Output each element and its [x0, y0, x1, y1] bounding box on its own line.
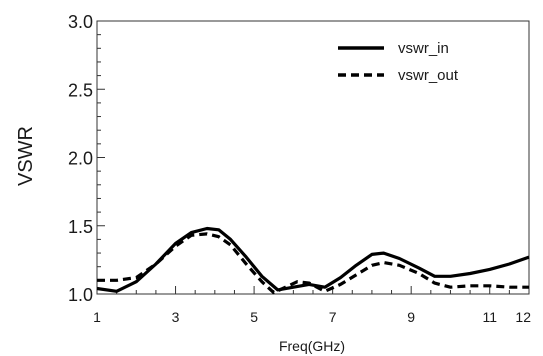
plot-area: [96, 20, 530, 295]
y-tick-label: 2.5: [68, 80, 93, 100]
y-axis-label: VSWR: [15, 126, 37, 186]
x-tick-label: 3: [172, 309, 180, 325]
x-tick-label: 7: [329, 309, 337, 325]
x-tick-label: 9: [407, 309, 415, 325]
x-tick-label: 1: [93, 309, 101, 325]
y-tick-label: 2.0: [68, 149, 93, 169]
y-tick-label: 1.5: [68, 217, 93, 237]
legend-label-vswr-out: vswr_out: [398, 67, 459, 84]
series-line-vswr-out: [97, 232, 529, 295]
x-tick-label: 11: [482, 309, 497, 325]
y-tick-label: 3.0: [68, 12, 93, 32]
axis-ticks: 1.0 1.5 2.0 2.5 3.0 1 3 5 7 9 11 12: [68, 12, 531, 325]
series-layer: [96, 226, 530, 295]
plot-border: [96, 20, 530, 295]
legend: vswr_in vswr_out: [338, 40, 459, 84]
x-tick-label: 5: [250, 309, 258, 325]
x-axis-label: Freq(GHz): [279, 338, 345, 354]
x-tick-label: 12: [515, 309, 531, 325]
y-tick-label: 1.0: [68, 285, 93, 305]
legend-label-vswr-in: vswr_in: [398, 40, 449, 57]
